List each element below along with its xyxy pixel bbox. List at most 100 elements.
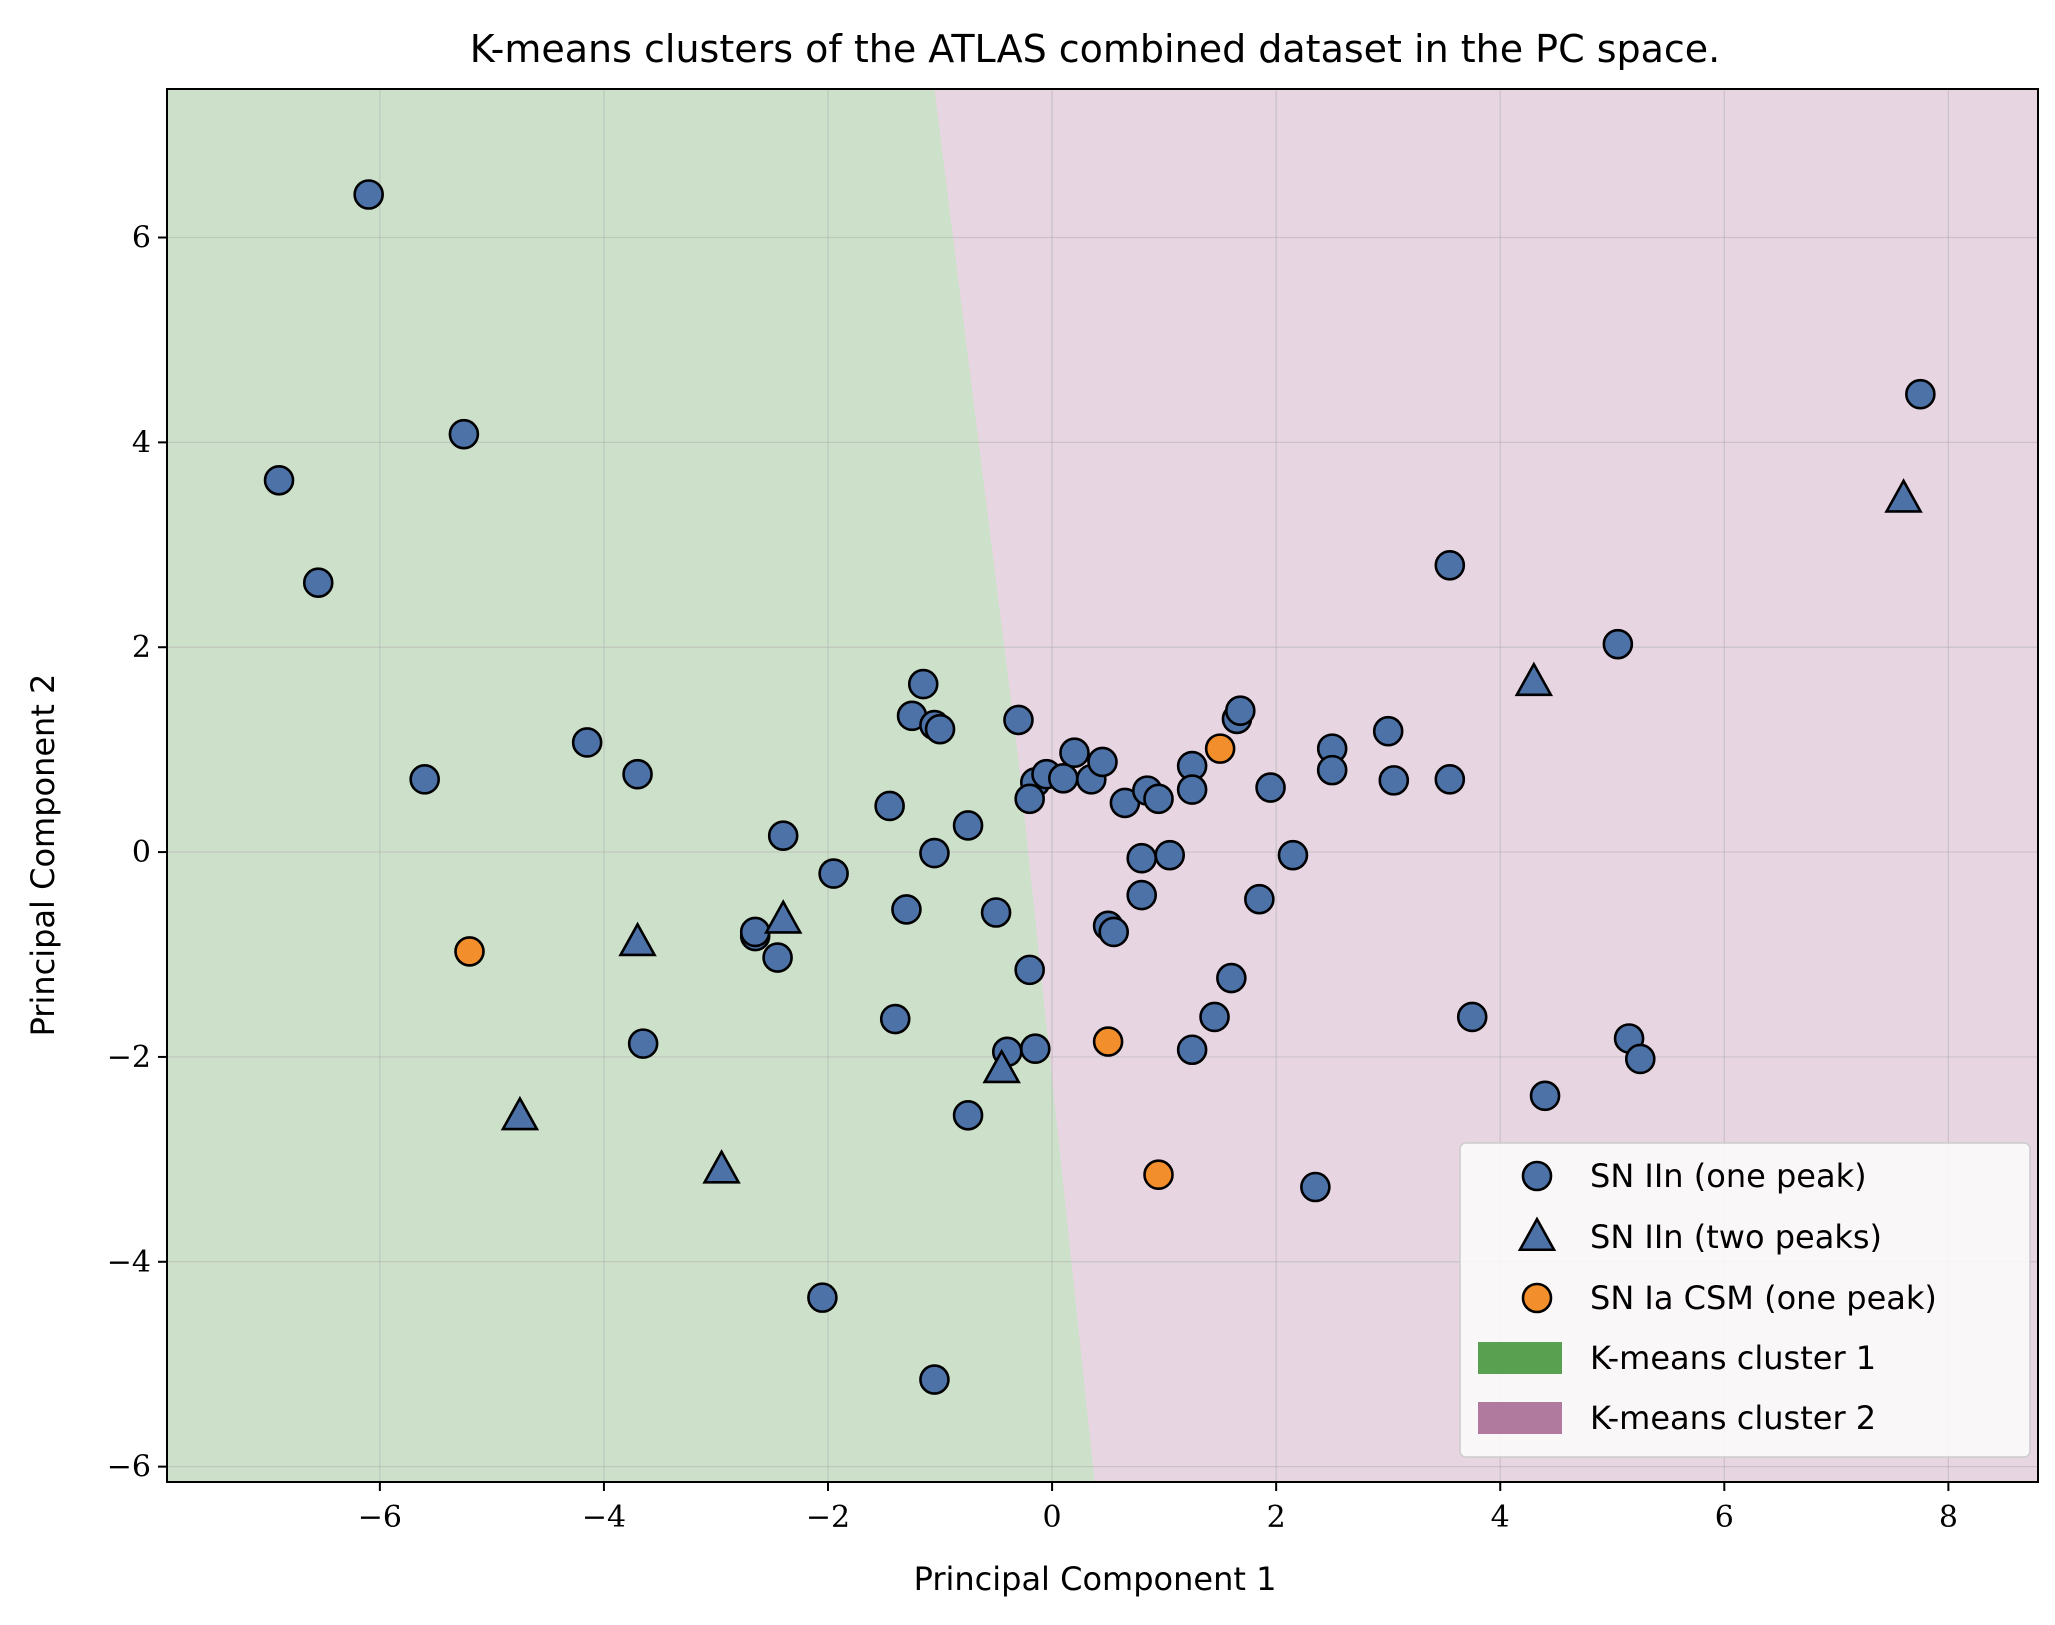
data-point (1434, 549, 1466, 581)
data-point (1154, 839, 1186, 871)
data-point (907, 668, 939, 700)
y-tick-label: 0 (132, 835, 151, 870)
y-tick-label: 4 (132, 425, 151, 460)
data-point (409, 764, 440, 795)
chart-title: K-means clusters of the ATLAS combined d… (470, 27, 1721, 71)
data-point (874, 790, 905, 822)
data-point (1126, 842, 1158, 874)
data-point (818, 858, 849, 889)
data-point (1199, 1001, 1230, 1033)
data-point (807, 1282, 838, 1313)
data-point (1047, 763, 1079, 794)
x-tick-label: 8 (1939, 1500, 1958, 1535)
x-tick-label: 4 (1491, 1500, 1510, 1535)
legend-label: SN IIn (two peaks) (1590, 1218, 1882, 1256)
data-point (879, 1003, 911, 1035)
data-point (1602, 628, 1634, 660)
data-point (500, 1095, 540, 1131)
data-point (919, 1364, 950, 1395)
data-point (952, 1100, 984, 1131)
legend-label: K-means cluster 2 (1590, 1399, 1876, 1437)
data-point (919, 837, 950, 869)
x-tick-label: 2 (1267, 1500, 1286, 1535)
data-point (1884, 478, 1923, 513)
data-point (1014, 783, 1045, 815)
data-point (1277, 839, 1309, 871)
x-tick-label: 6 (1715, 1500, 1734, 1535)
legend-label: SN Ia CSM (one peak) (1590, 1279, 1937, 1317)
legend-label: K-means cluster 1 (1590, 1339, 1876, 1377)
data-point (1014, 954, 1045, 986)
data-point (982, 1048, 1021, 1084)
data-points (263, 179, 1936, 1395)
legend-label: SN IIn (one peak) (1590, 1157, 1867, 1195)
data-point (1244, 883, 1275, 915)
data-point (1225, 695, 1256, 727)
data-point (924, 713, 956, 745)
data-point (767, 820, 799, 851)
data-point (571, 727, 603, 758)
data-point (448, 418, 480, 450)
data-point (952, 810, 984, 841)
legend-marker (1521, 1282, 1553, 1314)
data-point (263, 464, 295, 496)
data-point (1529, 1080, 1561, 1112)
x-axis-label: Principal Component 1 (914, 1560, 1277, 1598)
data-point (763, 899, 803, 934)
data-point (1316, 754, 1348, 786)
y-tick-label: 2 (132, 630, 151, 665)
y-tick-label: −6 (107, 1450, 151, 1485)
data-point (454, 936, 485, 967)
data-point (1372, 715, 1404, 747)
x-tick-label: 0 (1043, 1500, 1062, 1535)
data-point (1456, 1001, 1488, 1033)
data-point (1126, 879, 1158, 911)
legend: SN IIn (one peak) SN IIn (two peaks) SN Ia… (1459, 1142, 2031, 1458)
data-point (353, 179, 384, 210)
y-tick-label: −2 (107, 1040, 151, 1075)
data-point (1087, 746, 1118, 778)
x-tick-label: −6 (358, 1500, 402, 1535)
data-point (622, 758, 653, 790)
data-point (1514, 661, 1554, 697)
legend-box (1459, 1142, 2031, 1458)
y-tick-label: 6 (132, 221, 151, 256)
data-point (702, 1149, 741, 1184)
data-point (1624, 1043, 1656, 1075)
data-point (762, 942, 793, 973)
x-tick-label: −2 (806, 1500, 850, 1535)
data-point (1216, 962, 1247, 994)
data-point (1905, 378, 1936, 410)
series-3 (454, 733, 1236, 1191)
data-point (1255, 772, 1286, 803)
data-point (1176, 1034, 1208, 1066)
legend-patch (1478, 1402, 1562, 1434)
data-point (1434, 764, 1466, 795)
data-point (627, 1028, 659, 1059)
y-axis-label: Principal Component 2 (24, 674, 62, 1037)
y-tick-label: −4 (107, 1245, 151, 1280)
data-point (1378, 765, 1410, 796)
data-point (618, 921, 657, 957)
legend-marker (1521, 1160, 1553, 1192)
data-point (980, 897, 1012, 928)
data-point (1059, 737, 1090, 769)
legend-marker (1517, 1216, 1557, 1252)
axis-ticks: −6 −4 −2 0 2 4 6 8 −6 −4 −2 0 2 4 6 (107, 221, 1958, 1535)
legend-patch (1478, 1342, 1562, 1374)
data-point (1176, 774, 1208, 805)
data-point (1092, 1026, 1124, 1057)
series-2 (500, 478, 1923, 1184)
data-point (1019, 1033, 1051, 1065)
data-point (1143, 783, 1174, 815)
data-point (1143, 1159, 1174, 1191)
series-1 (263, 179, 1936, 1395)
data-point (1098, 916, 1130, 948)
data-point (1003, 704, 1034, 736)
data-point (1300, 1171, 1331, 1203)
data-point (1204, 733, 1236, 764)
data-point (891, 894, 922, 925)
x-tick-label: −4 (582, 1500, 626, 1535)
plot-frame (166, 88, 2039, 1483)
